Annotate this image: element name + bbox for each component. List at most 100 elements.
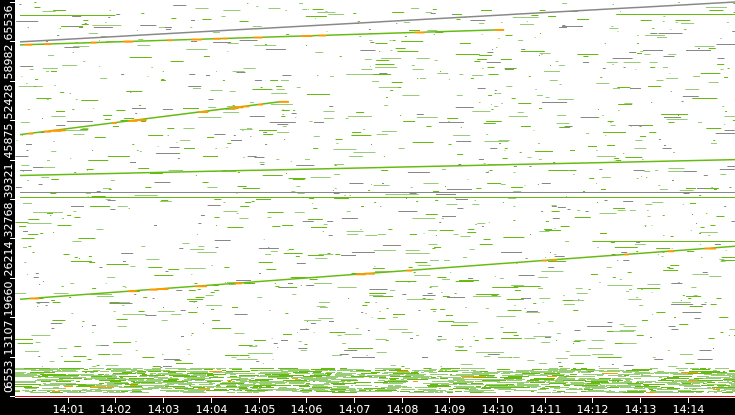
band-segment: [288, 370, 310, 371]
scatter-point: [89, 262, 96, 263]
band-segment: [278, 388, 296, 389]
scatter-point: [90, 206, 111, 207]
scatter-point: [92, 325, 97, 326]
band-segment: [306, 383, 310, 384]
scatter-point: [610, 242, 615, 243]
scatter-point: [336, 143, 339, 144]
band-segment: [516, 379, 525, 380]
band-segment: [655, 392, 679, 393]
band-segment: [193, 387, 205, 388]
band-segment: [515, 374, 527, 375]
scatter-point: [19, 226, 27, 227]
scatter-point: [426, 126, 432, 127]
band-segment: [265, 372, 288, 373]
scatter-point: [329, 332, 346, 333]
scatter-point: [20, 170, 33, 171]
band-segment: [158, 382, 184, 383]
scatter-point: [328, 14, 345, 15]
scatter-point: [187, 299, 204, 300]
scatter-point: [374, 266, 376, 267]
scatter-point: [719, 317, 729, 318]
scatter-point: [406, 198, 408, 199]
scatter-point: [27, 180, 30, 181]
scatter-point: [23, 247, 28, 248]
scatter-point: [83, 20, 89, 21]
scatter-point: [214, 240, 231, 241]
band-segment: [531, 387, 537, 388]
band-segment: [229, 368, 242, 369]
band-segment: [643, 384, 665, 385]
band-segment: [129, 378, 154, 379]
scatter-point: [505, 35, 513, 36]
scatter-point: [492, 49, 494, 50]
scatter-point: [439, 222, 442, 223]
scatter-point: [617, 87, 631, 88]
band-segment: [676, 368, 688, 369]
band-segment: [167, 383, 192, 384]
scatter-point: [561, 26, 583, 27]
scatter-point: [417, 265, 431, 266]
band-segment: [694, 378, 703, 379]
scatter-point: [243, 68, 256, 69]
scatter-point: [629, 289, 633, 290]
band-segment: [366, 391, 392, 392]
scatter-point: [552, 218, 560, 219]
y-tick-label: 65536: [2, 6, 15, 41]
scatter-point: [606, 62, 618, 63]
band-segment: [30, 372, 55, 373]
scatter-point: [652, 357, 656, 358]
scatter-point: [486, 134, 489, 135]
scatter-point: [599, 282, 601, 283]
band-segment: [367, 375, 390, 376]
scatter-point: [409, 234, 417, 235]
scatter-point: [708, 235, 711, 236]
scatter-point: [624, 103, 633, 104]
band-segment: [350, 371, 371, 372]
scatter-point: [513, 206, 516, 207]
scatter-point: [645, 204, 653, 205]
trend-hotspot: [364, 272, 375, 275]
scatter-point: [497, 93, 502, 94]
scatter-point: [670, 91, 672, 92]
band-segment: [591, 382, 609, 383]
scatter-point: [516, 263, 518, 264]
scatter-point: [384, 105, 389, 106]
band-segment: [209, 371, 222, 372]
scatter-point: [29, 69, 34, 70]
band-segment: [530, 370, 534, 371]
scatter-point: [46, 99, 49, 100]
scatter-point: [42, 11, 56, 12]
scatter-point: [192, 88, 201, 89]
band-segment: [487, 376, 494, 377]
band-segment: [403, 377, 429, 378]
band-segment: [622, 371, 639, 372]
scatter-point: [141, 13, 145, 14]
scatter-point: [346, 211, 351, 212]
scatter-point: [680, 300, 682, 301]
scatter-point: [494, 93, 497, 94]
scatter-point: [234, 333, 245, 334]
band-segment: [612, 381, 616, 382]
band-segment: [53, 387, 59, 388]
band-segment: [279, 387, 287, 388]
scatter-point: [282, 75, 292, 76]
trend-hotspot: [414, 31, 425, 34]
y-tick-label: 0: [2, 386, 15, 393]
band-segment: [570, 374, 577, 375]
scatter-point: [455, 107, 474, 108]
scatter-point: [171, 314, 182, 315]
scatter-point: [32, 252, 35, 253]
band-segment: [249, 382, 262, 383]
scatter-point: [629, 88, 641, 89]
band-segment: [470, 384, 484, 385]
scatter-point: [88, 160, 109, 161]
band-segment: [53, 376, 78, 377]
band-segment: [268, 376, 293, 377]
band-segment: [359, 375, 365, 376]
band-segment: [716, 387, 720, 388]
scatter-point: [487, 67, 495, 68]
scatter-point: [618, 110, 620, 111]
scatter-point: [607, 145, 616, 146]
scatter-point: [721, 260, 735, 261]
band-segment: [630, 376, 656, 377]
